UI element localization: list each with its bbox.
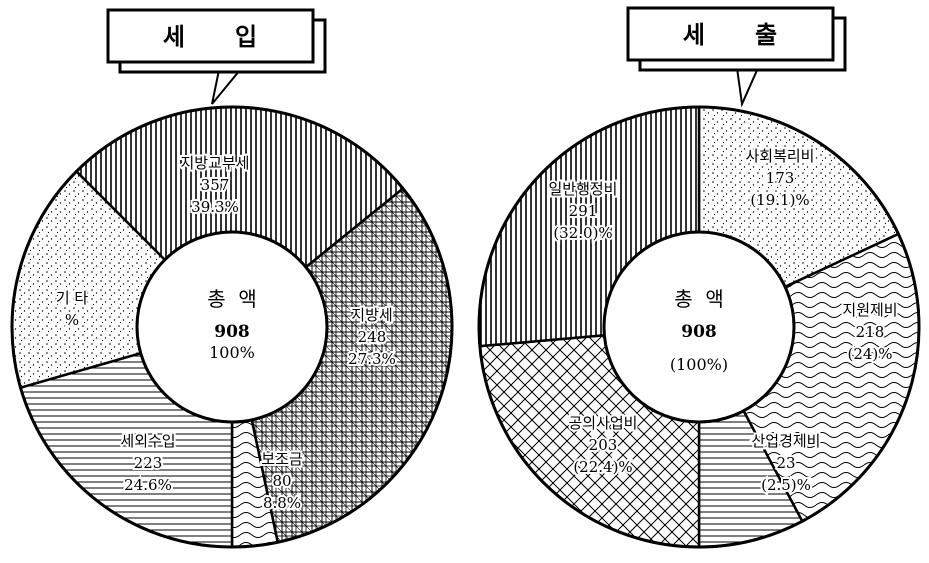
slice-label: 보조금 bbox=[261, 450, 303, 468]
slice-value: 173 bbox=[766, 169, 795, 187]
slice-percent: (19.1)% bbox=[750, 191, 809, 209]
slice-percent: 8.8% bbox=[263, 494, 301, 512]
income-center: 총 액 908 100% bbox=[207, 287, 257, 362]
income-center-total: 908 bbox=[214, 322, 250, 342]
slice-label: 세외수입 bbox=[120, 432, 175, 450]
donut-hole bbox=[135, 230, 329, 424]
slice-label: 지원제비 bbox=[842, 301, 897, 319]
expense-center-total: 908 bbox=[681, 322, 717, 342]
slice-percent: % bbox=[65, 311, 79, 329]
slice-percent: 27.3% bbox=[348, 350, 396, 368]
expense-banner bbox=[626, 6, 847, 108]
expense-title: 세 출 bbox=[683, 20, 777, 49]
slice-value: 218 bbox=[856, 323, 885, 341]
slice-label: 사회복리비 bbox=[745, 147, 814, 165]
expense-center: 총 액 908 (100%) bbox=[670, 287, 728, 374]
slice-value: 248 bbox=[358, 328, 387, 346]
expense-center-label: 총 액 bbox=[674, 287, 724, 311]
slice-percent: 39.3% bbox=[191, 198, 239, 216]
slice-value: 291 bbox=[569, 202, 598, 220]
slice-value: 23 bbox=[776, 454, 795, 472]
income-center-label: 총 액 bbox=[207, 287, 257, 311]
expense-center-percent: (100%) bbox=[670, 355, 728, 374]
slice-percent: (24)% bbox=[847, 345, 892, 363]
slice-percent: (22.4)% bbox=[573, 458, 632, 476]
expense-banner-box bbox=[626, 6, 835, 62]
expense-donut: 사회복리비 173 (19.1)% 지원제비 218 (24)% 산업경제비 23 (2.5)%… bbox=[477, 105, 921, 549]
donut-rim bbox=[477, 105, 921, 549]
slice-value: 203 bbox=[589, 436, 618, 454]
slice-label: 지방교부세 bbox=[180, 154, 249, 172]
slice-value: 80 bbox=[272, 472, 291, 490]
slice-label: 공의사업비 bbox=[568, 414, 637, 432]
donut-rim bbox=[10, 105, 454, 549]
slice-label: 산업경제비 bbox=[751, 432, 820, 450]
income-center-percent: 100% bbox=[209, 343, 255, 362]
slice-label: 일반행정비 bbox=[548, 180, 617, 198]
donut-hole bbox=[602, 230, 796, 424]
slice-percent: 24.6% bbox=[124, 476, 172, 494]
slice-value: 223 bbox=[134, 454, 163, 472]
income-title: 세 입 bbox=[163, 22, 257, 51]
slice-label: 기 타 bbox=[56, 289, 89, 307]
income-donut: 지방교부세 357 39.3% 지방세 248 27.3% 보조금 80 8.8% 세외수입 223… bbox=[10, 105, 454, 549]
slice-label: 지방세 bbox=[351, 306, 392, 324]
income-banner-box bbox=[106, 8, 315, 64]
slice-value: 357 bbox=[201, 176, 230, 194]
slice-percent: (32.0)% bbox=[553, 224, 612, 242]
income-banner bbox=[106, 8, 327, 105]
slice-percent: (2.5)% bbox=[761, 476, 811, 494]
